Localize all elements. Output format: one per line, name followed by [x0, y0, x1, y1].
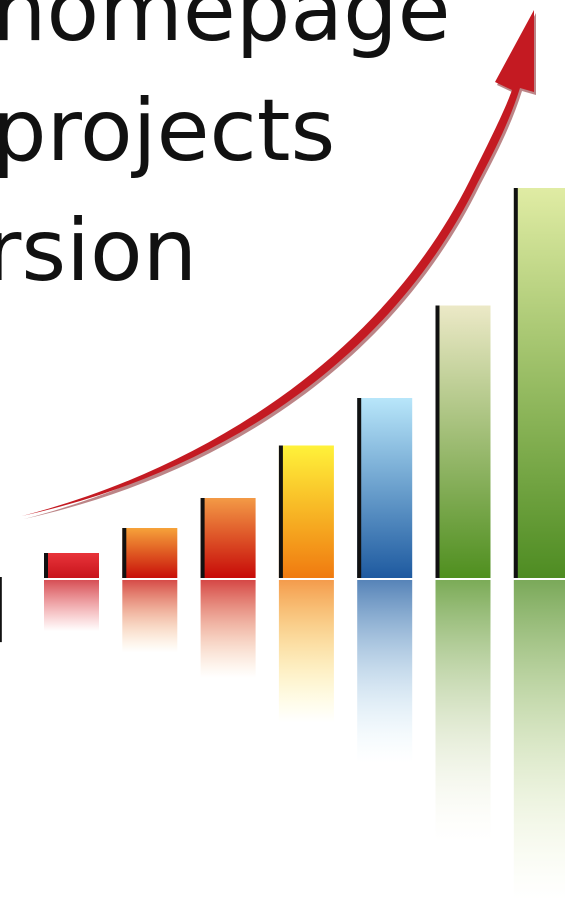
bar-reflection-5	[357, 580, 413, 763]
bar-edge-2	[122, 528, 127, 578]
text-line-1: homepage	[0, 0, 451, 61]
bar-edge-7	[513, 188, 518, 578]
bar-6	[435, 305, 491, 578]
bar-3	[200, 498, 256, 578]
bar-edge-5	[357, 398, 362, 578]
bar-reflection-4	[278, 580, 334, 723]
bar-edge-3	[200, 498, 205, 578]
bar-4	[278, 445, 334, 578]
bar-reflection-3	[200, 580, 256, 678]
bar-edge-6	[435, 305, 440, 578]
bar-2	[122, 528, 178, 578]
bars	[44, 188, 565, 578]
bar-7	[513, 188, 565, 578]
bar-5	[357, 398, 413, 578]
bar-reflection-7	[513, 580, 565, 900]
text-line-3: rsion	[0, 201, 198, 301]
bar-reflection-2	[122, 580, 178, 653]
bar-edge-1	[44, 553, 48, 578]
text-line-4: l	[0, 570, 10, 656]
bar-reflection-6	[435, 580, 491, 842]
bar-edge-4	[278, 445, 283, 578]
bar-1	[44, 553, 99, 578]
text-line-2: projects	[0, 81, 336, 181]
bar-reflections	[44, 580, 565, 900]
bar-reflection-1	[44, 580, 99, 632]
